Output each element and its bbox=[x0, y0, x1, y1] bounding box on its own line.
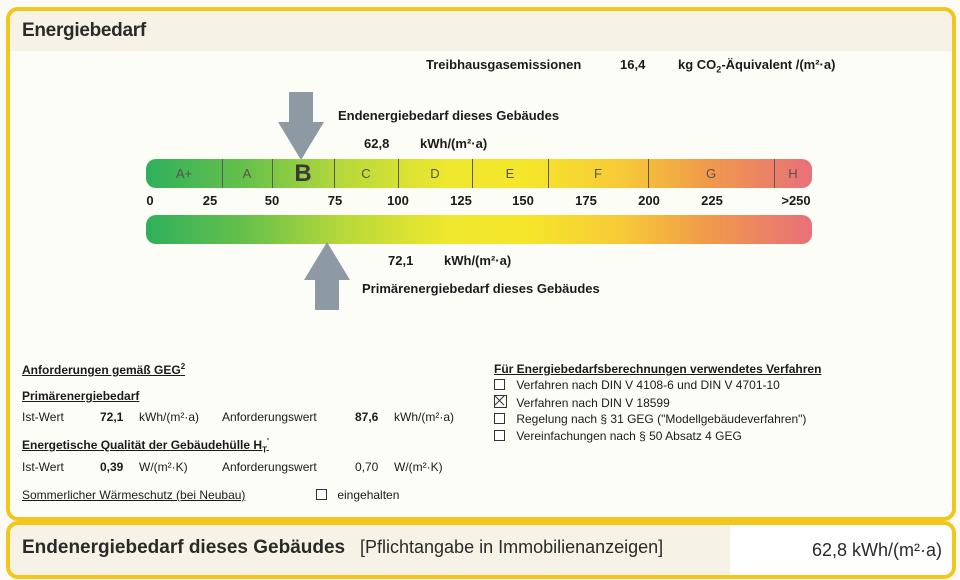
class-a: A bbox=[242, 166, 252, 181]
energy-scale-bar-lower bbox=[146, 215, 812, 244]
class-separator bbox=[774, 159, 775, 188]
requirements-heading: Anforderungen gemäß GEG2 bbox=[22, 362, 186, 377]
class-b-active: B bbox=[294, 160, 312, 187]
method-checkbox[interactable] bbox=[494, 413, 505, 424]
scale-tick: 75 bbox=[327, 193, 343, 208]
class-separator bbox=[648, 159, 649, 188]
primary-energy-unit: kWh/(m²·a) bbox=[444, 253, 512, 268]
class-c: C bbox=[361, 166, 371, 181]
end-energy-label: Endenergiebedarf dieses Gebäudes bbox=[338, 108, 560, 123]
envelope-req-unit: W/(m²·K) bbox=[394, 460, 443, 474]
primary-req-value: 87,6 bbox=[355, 410, 379, 424]
summer-protection-label: Sommerlicher Wärmeschutz (bei Neubau) bbox=[22, 488, 246, 502]
envelope-heading: Energetische Qualität der Gebäudehülle H… bbox=[22, 437, 269, 455]
class-e: E bbox=[505, 166, 515, 181]
primary-energy-value: 72,1 bbox=[388, 253, 414, 268]
envelope-ist-label: Ist-Wert bbox=[22, 460, 64, 474]
scale-tick: 50 bbox=[264, 193, 280, 208]
class-a-plus: A+ bbox=[175, 166, 193, 181]
class-separator bbox=[548, 159, 549, 188]
primary-ist-unit: kWh/(m²·a) bbox=[139, 410, 199, 424]
summary-value: 62,8 kWh/(m²·a) bbox=[811, 540, 942, 560]
method-item[interactable]: Verfahren nach DIN V 18599 bbox=[494, 395, 670, 410]
envelope-ist-value: 0,39 bbox=[100, 460, 124, 474]
scale-tick: 225 bbox=[701, 193, 723, 208]
panel-header: Energiebedarf bbox=[10, 11, 952, 51]
summer-protection-checkbox[interactable] bbox=[316, 489, 327, 500]
emissions-unit: kg CO2-Äquivalent /(m²·a) bbox=[678, 57, 836, 75]
energy-scale-bar: A+ A B C D E F G H bbox=[146, 159, 812, 188]
emissions-label: Treibhausgasemissionen bbox=[426, 57, 582, 72]
primary-ist-label: Ist-Wert bbox=[22, 410, 64, 424]
primary-req-unit: kWh/(m²·a) bbox=[394, 410, 454, 424]
summary-note: [Pflichtangabe in Immobilienanzeigen] bbox=[360, 537, 664, 557]
emissions-value: 16,4 bbox=[620, 57, 646, 72]
primary-demand-heading: Primärenergiebedarf bbox=[22, 389, 140, 403]
class-f: F bbox=[594, 166, 602, 181]
class-separator bbox=[472, 159, 473, 188]
envelope-ist-unit: W/(m²·K) bbox=[139, 460, 188, 474]
end-energy-arrow-icon bbox=[278, 92, 324, 160]
scale-tick: 175 bbox=[575, 193, 597, 208]
scale-tick: >250 bbox=[781, 193, 811, 208]
class-d: D bbox=[430, 166, 440, 181]
summary-value-box: 62,8 kWh/(m²·a) bbox=[730, 525, 952, 575]
envelope-req-label: Anforderungswert bbox=[222, 460, 317, 474]
method-item[interactable]: Vereinfachungen nach § 50 Absatz 4 GEG bbox=[494, 429, 742, 443]
end-energy-unit: kWh/(m²·a) bbox=[420, 136, 488, 151]
scale-tick: 150 bbox=[512, 193, 534, 208]
method-checkbox[interactable] bbox=[494, 379, 505, 390]
class-separator bbox=[334, 159, 335, 188]
class-separator bbox=[272, 159, 273, 188]
end-energy-value: 62,8 bbox=[364, 136, 390, 151]
class-separator bbox=[398, 159, 399, 188]
envelope-req-value: 0,70 bbox=[355, 460, 379, 474]
method-checkbox-checked[interactable] bbox=[494, 395, 507, 408]
method-item[interactable]: Verfahren nach DIN V 4108-6 und DIN V 47… bbox=[494, 378, 780, 392]
methods-heading: Für Energiebedarfsberechnungen verwendet… bbox=[494, 362, 822, 376]
scale-tick: 125 bbox=[450, 193, 472, 208]
primary-ist-value: 72,1 bbox=[100, 410, 124, 424]
method-item[interactable]: Regelung nach § 31 GEG ("Modellgebäudeve… bbox=[494, 412, 806, 426]
primary-energy-label: Primärenergiebedarf dieses Gebäudes bbox=[362, 281, 600, 296]
scale-tick: 25 bbox=[202, 193, 218, 208]
energy-certificate-panel: Energiebedarf bbox=[6, 7, 956, 521]
summary-bar: Endenergiebedarf dieses Gebäudes [Pflich… bbox=[6, 521, 956, 579]
method-checkbox[interactable] bbox=[494, 430, 505, 441]
summer-protection-option[interactable]: eingehalten bbox=[316, 488, 399, 502]
scale-tick: 0 bbox=[146, 193, 154, 208]
primary-energy-arrow-icon bbox=[304, 242, 350, 310]
scale-tick: 200 bbox=[638, 193, 660, 208]
class-h: H bbox=[788, 166, 798, 181]
scale-tick: 100 bbox=[387, 193, 409, 208]
panel-title: Energiebedarf bbox=[22, 20, 146, 41]
class-g: G bbox=[705, 166, 717, 181]
summary-title: Endenergiebedarf dieses Gebäudes bbox=[22, 537, 346, 558]
class-separator bbox=[222, 159, 223, 188]
primary-req-label: Anforderungswert bbox=[222, 410, 317, 424]
